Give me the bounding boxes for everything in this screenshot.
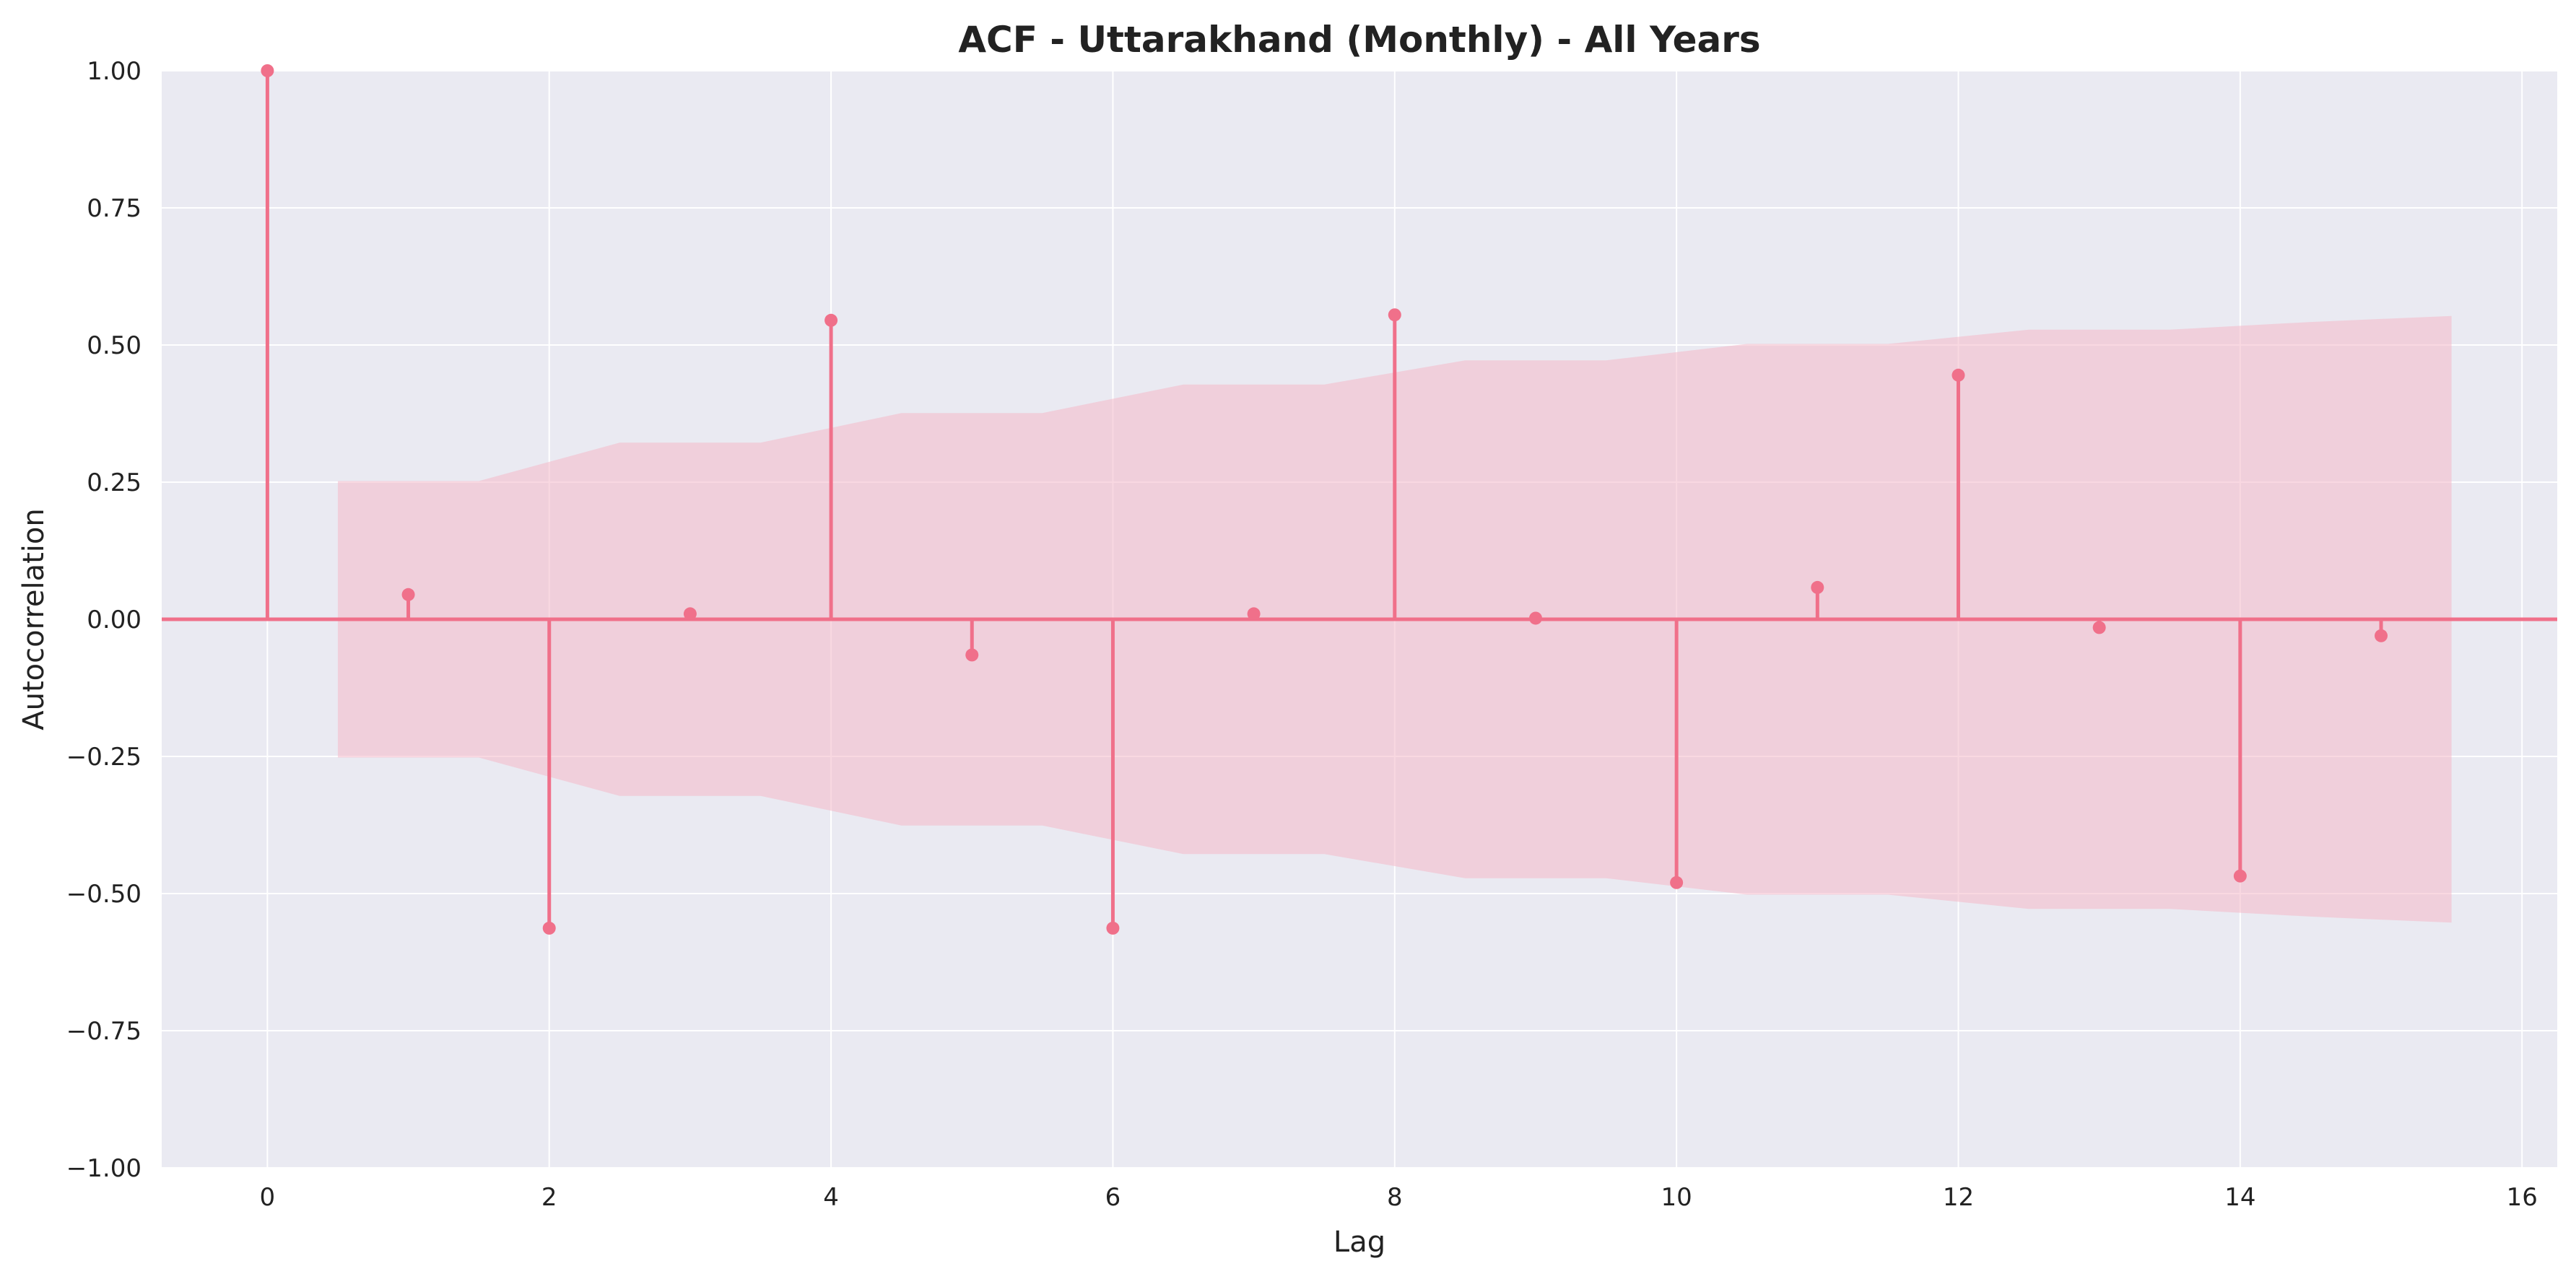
x-tick-label: 4 (823, 1183, 839, 1212)
chart-title: ACF - Uttarakhand (Monthly) - All Years (958, 19, 1760, 61)
x-tick-label: 14 (2224, 1183, 2255, 1212)
x-tick-label: 10 (1661, 1183, 1692, 1212)
acf-point (2233, 869, 2247, 883)
acf-point (1247, 607, 1261, 621)
acf-point (2375, 629, 2388, 642)
acf-point (1670, 876, 1684, 889)
x-tick-label: 16 (2507, 1183, 2538, 1212)
acf-point (401, 588, 415, 601)
x-axis-label: Lag (1333, 1226, 1385, 1259)
y-tick-label: −0.50 (66, 880, 142, 909)
acf-point (1388, 308, 1401, 322)
acf-point (824, 313, 838, 327)
acf-point (261, 64, 274, 77)
stems (261, 64, 2388, 935)
y-tick-label: 0.25 (87, 468, 142, 497)
y-axis-label: Autocorrelation (17, 508, 51, 730)
y-tick-label: −1.00 (66, 1154, 142, 1183)
acf-point (1106, 921, 1120, 935)
x-tick-label: 6 (1105, 1183, 1121, 1212)
acf-point (542, 921, 556, 935)
y-tick-label: −0.25 (66, 743, 142, 772)
acf-point (683, 607, 697, 621)
acf-point (1951, 368, 1965, 382)
acf-point (1528, 611, 1542, 625)
x-tick-label: 12 (1943, 1183, 1974, 1212)
y-tick-label: −0.75 (66, 1017, 142, 1046)
x-tick-label: 8 (1387, 1183, 1403, 1212)
y-tick-label: 0.00 (87, 606, 142, 634)
y-axis-ticks: 1.00 0.75 0.50 0.25 0.00 −0.25 −0.50 −0.75 −1.00 (66, 57, 142, 1183)
y-tick-label: 1.00 (87, 57, 142, 86)
acf-point (965, 648, 979, 662)
x-tick-label: 2 (541, 1183, 557, 1212)
acf-point (1811, 580, 1824, 594)
y-tick-label: 0.75 (87, 194, 142, 223)
x-axis-ticks: 0 2 4 6 8 10 12 14 16 (260, 1183, 2538, 1212)
x-tick-label: 0 (260, 1183, 276, 1212)
acf-point (2092, 621, 2106, 634)
y-tick-label: 0.50 (87, 331, 142, 360)
